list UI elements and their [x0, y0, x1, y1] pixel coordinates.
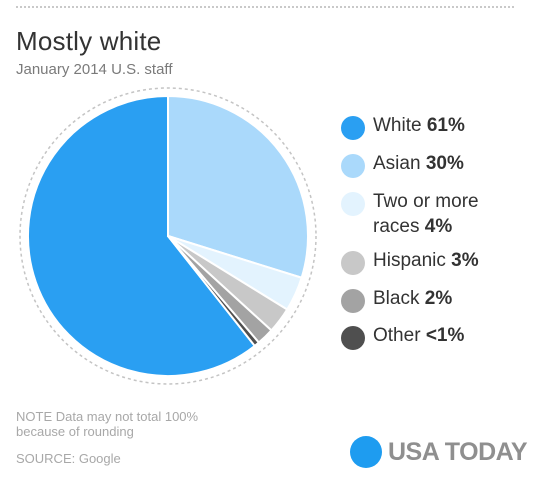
legend-value: 30% [425, 153, 464, 174]
top-divider [16, 6, 514, 8]
legend-swatch-icon [341, 251, 365, 275]
pie-slice-asian [167, 95, 309, 279]
legend-value: 2% [424, 288, 453, 309]
chart-note: NOTE Data may not total 100% because of … [16, 409, 199, 439]
chart-title: Mostly white [16, 26, 162, 56]
legend-swatch-icon [341, 154, 365, 178]
legend-label: Two or more races 4% [373, 191, 479, 237]
pie-outer-ring [19, 87, 317, 385]
chart-source: SOURCE: Google [16, 451, 121, 466]
brand-name: USA TODAY [388, 438, 528, 466]
pie-slice-white [27, 95, 256, 377]
legend-value: <1% [425, 325, 465, 346]
brand-dot-icon [350, 436, 382, 468]
legend-label: White 61% [373, 115, 465, 136]
legend-label: Other <1% [373, 325, 465, 346]
pie-slice-other [167, 235, 260, 347]
legend-swatch-icon [341, 289, 365, 313]
legend-value: 4% [424, 216, 453, 237]
legend-label: Hispanic 3% [373, 250, 479, 271]
legend-value: 3% [451, 250, 479, 271]
legend-swatch-icon [341, 192, 365, 216]
chart-subtitle: January 2014 U.S. staff [16, 61, 173, 78]
legend-swatch-icon [341, 116, 365, 140]
legend-label: Asian 30% [373, 153, 464, 174]
legend-label: Black 2% [373, 288, 453, 309]
legend-swatch-icon [341, 326, 365, 350]
legend-value: 61% [426, 115, 465, 136]
